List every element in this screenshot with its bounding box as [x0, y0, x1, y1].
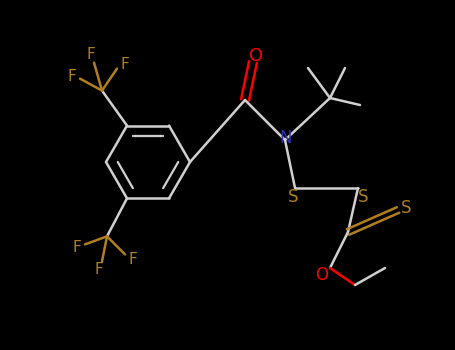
Text: O: O — [315, 266, 329, 284]
Text: F: F — [68, 69, 76, 84]
Text: S: S — [358, 188, 368, 206]
Text: F: F — [73, 240, 81, 255]
Text: F: F — [86, 47, 96, 62]
Text: F: F — [129, 252, 137, 267]
Text: F: F — [95, 262, 103, 277]
Text: N: N — [280, 129, 292, 147]
Text: F: F — [121, 57, 129, 72]
Text: S: S — [288, 188, 298, 206]
Text: O: O — [249, 47, 263, 65]
Text: S: S — [401, 199, 411, 217]
